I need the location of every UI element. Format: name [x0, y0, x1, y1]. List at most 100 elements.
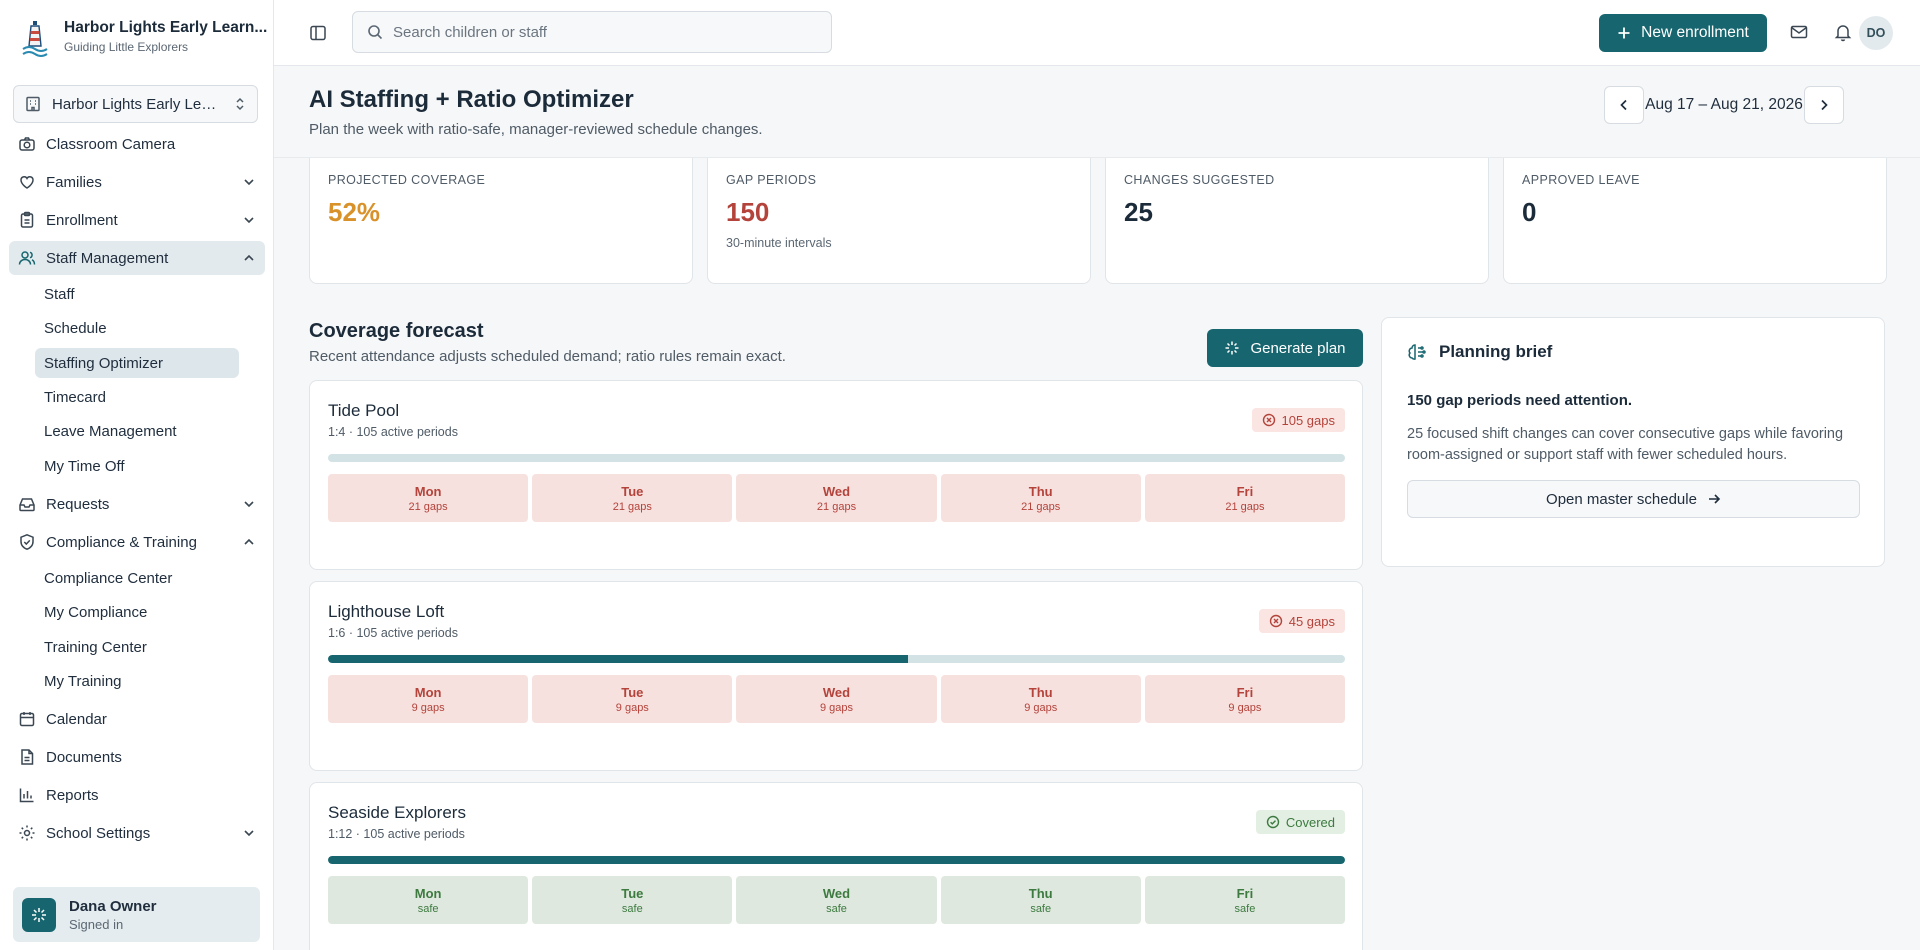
bar-chart-icon: [19, 788, 34, 803]
sidebar-item-compliance-training[interactable]: Compliance & Training: [9, 525, 265, 559]
sidebar-item-reports[interactable]: Reports: [9, 778, 265, 812]
day-note: 9 gaps: [615, 701, 649, 714]
sidebar-toggle-icon[interactable]: [309, 24, 327, 42]
chevron-left-icon: [1620, 99, 1627, 111]
day-name: Tue: [621, 684, 644, 700]
x-circle-icon: [1262, 413, 1275, 427]
sidebar-subitem-training-center[interactable]: Training Center: [44, 638, 147, 656]
planning-brief-text: 25 focused shift changes can cover conse…: [1407, 426, 1844, 463]
day-name: Fri: [1236, 483, 1254, 499]
sidebar-subitem-staffing-optimizer[interactable]: Staffing Optimizer: [35, 348, 239, 378]
page-subtitle: Plan the week with ratio-safe, manager-r…: [309, 121, 763, 138]
coverage-bar: [328, 655, 1345, 663]
sidebar-item-label: Reports: [46, 786, 99, 804]
day-note: safe: [1030, 902, 1052, 915]
sidebar-subitem-compliance-center[interactable]: Compliance Center: [44, 569, 173, 587]
sidebar-item-families[interactable]: Families: [9, 165, 265, 199]
sidebar-item-requests[interactable]: Requests: [9, 487, 265, 521]
chevron-down-icon: [244, 830, 254, 837]
coverage-bar: [328, 454, 1345, 462]
status-badge-label: Covered: [1285, 814, 1335, 830]
day-name: Wed: [822, 885, 851, 901]
heart-icon: [20, 176, 34, 189]
day-name: Tue: [621, 483, 644, 499]
next-week-button[interactable]: [1804, 86, 1844, 124]
sidebar-subitem-my-time-off[interactable]: My Time Off: [44, 457, 125, 475]
day-name: Mon: [414, 885, 442, 901]
day-cell: Wed 9 gaps: [736, 675, 937, 723]
stat-value: 25: [1124, 197, 1153, 227]
sidebar-item-calendar[interactable]: Calendar: [9, 702, 265, 736]
day-cell: Wed 21 gaps: [736, 474, 937, 522]
sidebar-subitem-leave-management[interactable]: Leave Management: [44, 422, 177, 440]
search-box[interactable]: [352, 11, 832, 53]
gear-icon: [19, 825, 35, 841]
stat-label: CHANGES SUGGESTED: [1124, 173, 1275, 187]
sidebar-item-classroom-camera[interactable]: Classroom Camera: [9, 130, 265, 161]
sidebar-subitem-schedule[interactable]: Schedule: [44, 319, 107, 337]
day-name: Fri: [1236, 885, 1254, 901]
day-strip: Mon 21 gaps Tue 21 gaps Wed 21 gaps Thu 21 g…: [328, 474, 1346, 522]
planning-brief-title: 150 gap periods need attention.: [1407, 392, 1633, 409]
sidebar-item-documents[interactable]: Documents: [9, 740, 265, 774]
sidebar-item-enrollment[interactable]: Enrollment: [9, 203, 265, 237]
bell-icon[interactable]: [1833, 22, 1853, 42]
room-meta: 1:12 · 105 active periods: [328, 827, 465, 841]
brand-tagline: Guiding Little Explorers: [64, 40, 189, 54]
arrow-right-icon: [1708, 494, 1721, 504]
search-input[interactable]: [393, 23, 813, 41]
search-icon: [368, 25, 383, 40]
day-note: 21 gaps: [1225, 500, 1265, 513]
previous-week-button[interactable]: [1604, 86, 1644, 124]
stat-label: APPROVED LEAVE: [1522, 173, 1640, 187]
user-avatar[interactable]: DO: [1859, 16, 1893, 50]
user-status: Signed in: [69, 916, 124, 932]
sidebar-subitem-staff[interactable]: Staff: [44, 285, 75, 303]
status-badge: 105 gaps: [1251, 408, 1345, 432]
day-name: Tue: [621, 885, 644, 901]
sidebar-item-staff-management[interactable]: Staff Management: [9, 241, 265, 275]
brand[interactable]: Harbor Lights Early Learn... Guiding Lit…: [20, 18, 267, 58]
chevron-up-icon: [244, 254, 254, 261]
stat-card-projected-coverage: PROJECTED COVERAGE 52%: [309, 158, 693, 284]
sparkle-icon: [32, 907, 46, 922]
stat-card-gap-periods: GAP PERIODS 150 30-minute intervals: [707, 158, 1091, 284]
week-navigator: Aug 17 – Aug 21, 2026: [1604, 86, 1844, 124]
day-cell: Wed safe: [736, 876, 937, 924]
stat-note: 30-minute intervals: [726, 236, 832, 250]
status-badge: 45 gaps: [1258, 609, 1345, 633]
room-card-lighthouse-loft: Lighthouse Loft 1:6 · 105 active periods…: [309, 581, 1363, 771]
room-meta: 1:6 · 105 active periods: [328, 626, 458, 640]
check-circle-icon: [1266, 815, 1280, 829]
topbar: New enrollment DO: [274, 0, 1920, 66]
users-icon: [18, 251, 36, 265]
sidebar-item-label: Requests: [46, 495, 110, 513]
day-name: Wed: [822, 483, 851, 499]
day-cell: Mon 9 gaps: [328, 675, 529, 723]
brand-name: Harbor Lights Early Learn...: [64, 19, 268, 36]
x-circle-icon: [1269, 614, 1282, 628]
day-strip: Mon 9 gaps Tue 9 gaps Wed 9 gaps Thu 9 gaps …: [328, 675, 1346, 723]
sidebar-subitem-my-training[interactable]: My Training: [44, 672, 122, 690]
sidebar-subitem-timecard[interactable]: Timecard: [44, 388, 106, 406]
sparkle-icon: [1225, 341, 1239, 355]
stat-value: 150: [726, 197, 770, 227]
status-badge-label: 45 gaps: [1288, 613, 1335, 629]
school-selector[interactable]: Harbor Lights Early Lear...: [13, 85, 258, 123]
main-content: PROJECTED COVERAGE 52% GAP PERIODS 150 3…: [274, 158, 1920, 950]
planning-brief-header: Planning brief: [1407, 342, 1859, 362]
sidebar-item-school-settings[interactable]: School Settings: [9, 816, 265, 850]
calendar-icon: [19, 712, 35, 727]
mail-icon[interactable]: [1789, 22, 1809, 42]
coverage-bar: [328, 856, 1345, 864]
user-card[interactable]: Dana Owner Signed in: [13, 887, 260, 942]
room-card-seaside-explorers: Seaside Explorers 1:12 · 105 active peri…: [309, 782, 1363, 950]
day-cell: Fri 9 gaps: [1144, 675, 1346, 723]
sidebar-subitem-my-compliance[interactable]: My Compliance: [44, 603, 148, 621]
planning-brief-card: Planning brief 150 gap periods need atte…: [1381, 317, 1885, 567]
generate-plan-button[interactable]: Generate plan: [1207, 329, 1363, 367]
stat-value: 0: [1522, 197, 1537, 227]
new-enrollment-button[interactable]: New enrollment: [1599, 14, 1767, 52]
open-master-schedule-button[interactable]: Open master schedule: [1407, 480, 1860, 518]
day-cell: Fri safe: [1144, 876, 1346, 924]
